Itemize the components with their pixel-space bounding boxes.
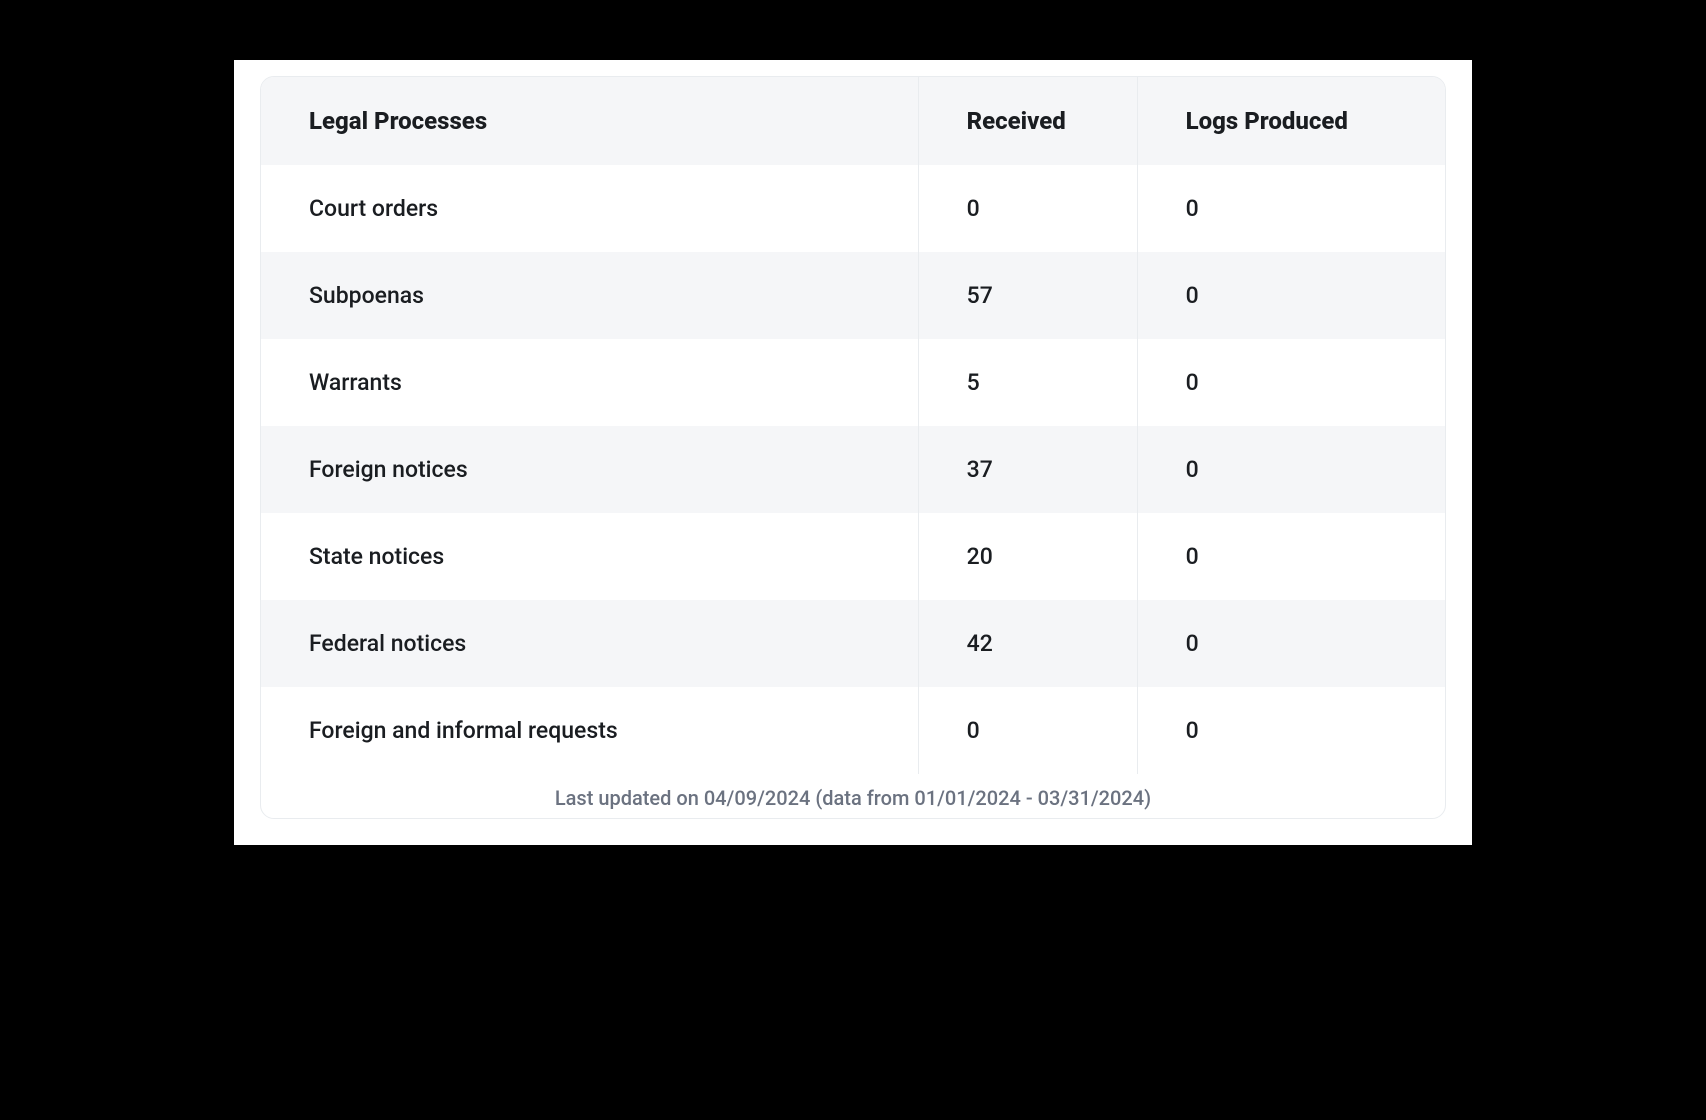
cell-logs: 0: [1137, 339, 1445, 426]
cell-received: 5: [918, 339, 1137, 426]
content-panel: Legal Processes Received Logs Produced C…: [234, 60, 1472, 845]
cell-received: 37: [918, 426, 1137, 513]
cell-received: 0: [918, 687, 1137, 774]
cell-process: Warrants: [261, 339, 918, 426]
cell-logs: 0: [1137, 513, 1445, 600]
cell-received: 42: [918, 600, 1137, 687]
table-row: Foreign and informal requests 0 0: [261, 687, 1445, 774]
cell-process: State notices: [261, 513, 918, 600]
column-header-process: Legal Processes: [261, 77, 918, 165]
table-header-row: Legal Processes Received Logs Produced: [261, 77, 1445, 165]
last-updated-note: Last updated on 04/09/2024 (data from 01…: [261, 774, 1445, 818]
column-header-received: Received: [918, 77, 1137, 165]
cell-process: Foreign and informal requests: [261, 687, 918, 774]
legal-processes-table: Legal Processes Received Logs Produced C…: [261, 77, 1445, 774]
table-row: Subpoenas 57 0: [261, 252, 1445, 339]
cell-process: Subpoenas: [261, 252, 918, 339]
cell-received: 57: [918, 252, 1137, 339]
cell-logs: 0: [1137, 687, 1445, 774]
table-row: Federal notices 42 0: [261, 600, 1445, 687]
cell-process: Court orders: [261, 165, 918, 252]
cell-process: Foreign notices: [261, 426, 918, 513]
cell-logs: 0: [1137, 165, 1445, 252]
table-row: Warrants 5 0: [261, 339, 1445, 426]
table-row: State notices 20 0: [261, 513, 1445, 600]
cell-received: 0: [918, 165, 1137, 252]
table-row: Foreign notices 37 0: [261, 426, 1445, 513]
cell-logs: 0: [1137, 600, 1445, 687]
cell-received: 20: [918, 513, 1137, 600]
cell-process: Federal notices: [261, 600, 918, 687]
table-row: Court orders 0 0: [261, 165, 1445, 252]
table-container: Legal Processes Received Logs Produced C…: [260, 76, 1446, 819]
cell-logs: 0: [1137, 252, 1445, 339]
cell-logs: 0: [1137, 426, 1445, 513]
column-header-logs: Logs Produced: [1137, 77, 1445, 165]
